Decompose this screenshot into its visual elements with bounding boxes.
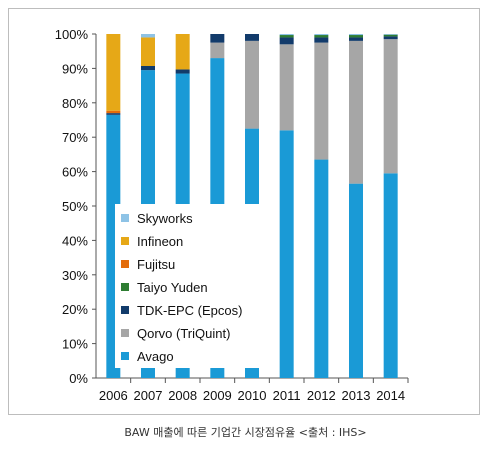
x-tick-label: 2013	[342, 388, 371, 403]
legend-box	[115, 204, 265, 368]
legend-swatch	[121, 329, 129, 337]
bar-segment-avago	[383, 173, 398, 378]
bar-segment-fujitsu	[106, 110, 121, 114]
bar-segment-skyworks	[349, 34, 363, 36]
x-tick-label: 2008	[168, 388, 197, 403]
y-tick-label: 0%	[69, 371, 88, 386]
bar-segment-qorvo-triquint-	[349, 40, 363, 184]
x-tick-label: 2014	[376, 388, 405, 403]
bar-segment-skyworks	[314, 34, 329, 36]
bar-segment-qorvo-triquint-	[210, 42, 225, 59]
bar-segment-taiyo-yuden	[314, 35, 329, 38]
legend-label: TDK-EPC (Epcos)	[137, 303, 242, 318]
bar-segment-tdk-epc-epcos-	[279, 37, 294, 45]
bar-segment-qorvo-triquint-	[314, 42, 329, 160]
y-tick-label: 60%	[62, 165, 88, 180]
legend-label: Avago	[137, 349, 174, 364]
bar-segment-tdk-epc-epcos-	[349, 37, 363, 41]
bar-segment-tdk-epc-epcos-	[245, 34, 259, 41]
x-tick-label: 2010	[238, 388, 267, 403]
bar-segment-infineon	[175, 34, 190, 70]
x-tick-label: 2007	[134, 388, 163, 403]
legend-label: Taiyo Yuden	[137, 280, 208, 295]
x-tick-label: 2012	[307, 388, 336, 403]
bar-segment-skyworks	[383, 34, 398, 35]
bar-segment-qorvo-triquint-	[245, 40, 259, 129]
bar-segment-infineon	[106, 34, 121, 111]
bar-segment-taiyo-yuden	[279, 35, 294, 38]
bar-segment-infineon	[141, 37, 155, 66]
bar-segment-tdk-epc-epcos-	[210, 34, 225, 43]
y-tick-label: 100%	[55, 27, 89, 42]
y-tick-label: 30%	[62, 268, 88, 283]
y-tick-label: 80%	[62, 96, 88, 111]
x-tick-label: 2006	[99, 388, 128, 403]
bar-segment-tdk-epc-epcos-	[106, 113, 121, 115]
y-tick-label: 70%	[62, 130, 88, 145]
bar-segment-avago	[349, 183, 363, 378]
y-tick-label: 40%	[62, 233, 88, 248]
y-tick-label: 20%	[62, 302, 88, 317]
bar-segment-tdk-epc-epcos-	[383, 36, 398, 40]
legend-swatch	[121, 260, 129, 268]
legend-swatch	[121, 352, 129, 360]
bar-segment-taiyo-yuden	[349, 35, 363, 38]
bar-segment-taiyo-yuden	[383, 34, 398, 37]
legend-label: Qorvo (TriQuint)	[137, 326, 230, 341]
legend-swatch	[121, 306, 129, 314]
legend-label: Infineon	[137, 234, 183, 249]
bar-segment-avago	[314, 159, 329, 378]
bar-segment-tdk-epc-epcos-	[141, 65, 155, 71]
y-tick-label: 10%	[62, 337, 88, 352]
bar-segment-skyworks	[279, 34, 294, 36]
y-tick-label: 90%	[62, 61, 88, 76]
x-tick-label: 2011	[273, 388, 301, 403]
x-tick-label: 2009	[203, 388, 232, 403]
bar-segment-skyworks	[141, 34, 155, 38]
legend-swatch	[121, 283, 129, 291]
bar-segment-qorvo-triquint-	[279, 44, 294, 131]
legend-label: Skyworks	[137, 211, 193, 226]
bar-segment-tdk-epc-epcos-	[175, 69, 190, 74]
chart-caption: BAW 매출에 따른 기업간 시장점유율 <출처 : IHS>	[124, 426, 367, 439]
bar-segment-qorvo-triquint-	[383, 39, 398, 174]
legend-swatch	[121, 214, 129, 222]
y-tick-label: 50%	[62, 199, 88, 214]
bar-segment-tdk-epc-epcos-	[314, 37, 329, 43]
legend-swatch	[121, 237, 129, 245]
bar-segment-avago	[279, 130, 294, 378]
legend-label: Fujitsu	[137, 257, 175, 272]
